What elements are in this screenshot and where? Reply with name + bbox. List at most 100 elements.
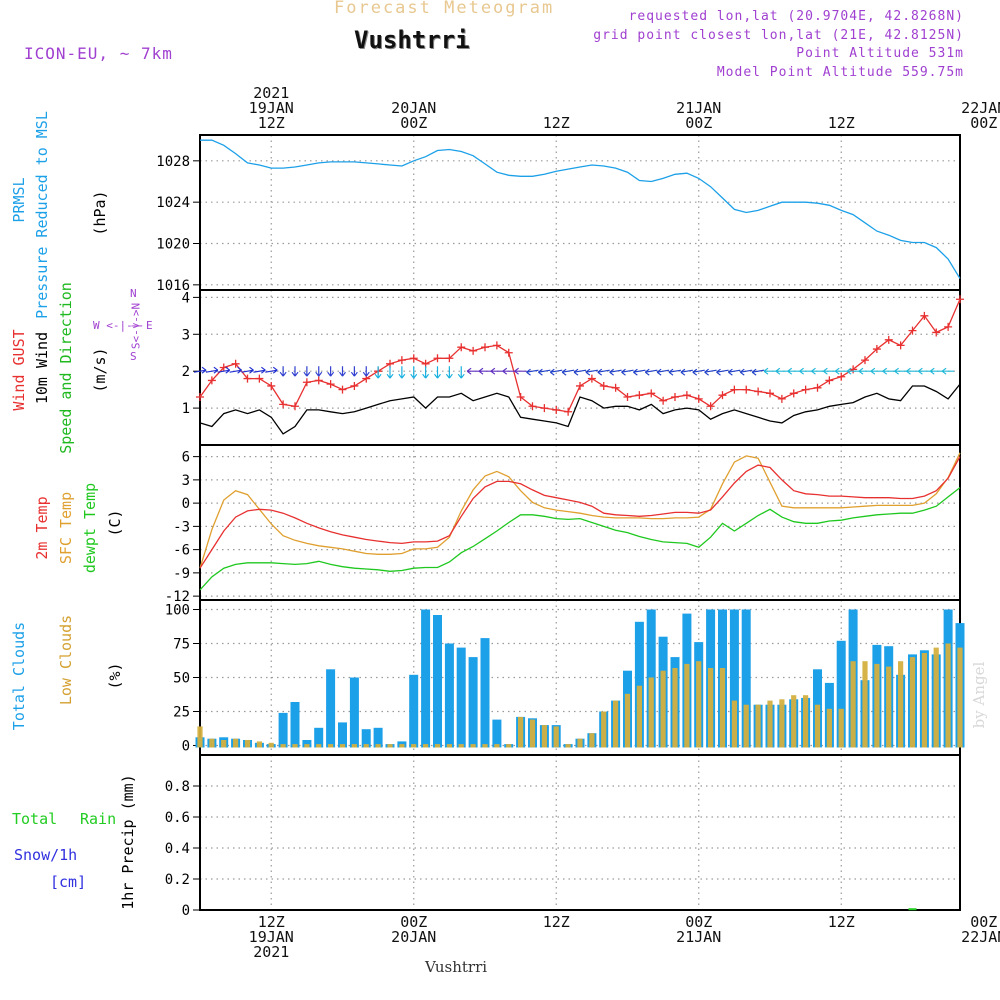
clouds-ytick-label-2: 50 [173, 671, 190, 687]
wind-gust-point [457, 343, 466, 352]
total-cloud-bar [373, 727, 383, 748]
total-cloud-bar [326, 669, 336, 748]
wind-gust-point [766, 389, 774, 398]
pressure-ytick-label-0: 1016 [156, 278, 190, 294]
low-cloud-bar [684, 663, 690, 748]
wind-direction-arrow [585, 368, 598, 376]
low-cloud-bar [803, 695, 809, 748]
bottom-axis-label-3-0: 00Z [685, 913, 712, 931]
clouds-ytick-label-0: 0 [182, 738, 190, 754]
temp-dew-line [199, 487, 961, 591]
wind-gust-point [647, 389, 656, 398]
watermark-text: by Angel [970, 661, 988, 729]
precip-ytick-label-2: 0.4 [165, 841, 190, 857]
total-cloud-bar [278, 712, 288, 748]
wind-gust-point [338, 385, 347, 394]
wind-frame [199, 289, 961, 446]
low-cloud-bar [886, 666, 892, 748]
pressure-msl-label: Pressure Reduced to MSL [33, 111, 51, 319]
total-cloud-bar [836, 640, 846, 748]
low-cloud-bar [423, 744, 429, 748]
wind-gust-point [314, 376, 323, 385]
low-cloud-bar [221, 740, 227, 748]
low-cloud-bar [921, 653, 927, 748]
low-cloud-bar [589, 733, 595, 748]
low-cloud-bar [553, 726, 559, 748]
wind-gust-point [255, 374, 264, 383]
clouds-ytick-label-4: 100 [165, 603, 190, 619]
low-cloud-bar [826, 708, 832, 748]
temp-frame [199, 444, 961, 601]
low-cloud-bar [280, 744, 286, 748]
wind-direction-arrow [350, 366, 358, 377]
wind-gust-point [350, 381, 359, 390]
top-axis-label-5-1: 00Z [970, 114, 997, 132]
wind-direction-arrow [410, 366, 418, 379]
top-axis-label-5-0: 22JAN [961, 99, 1000, 117]
total-cloud-bar [468, 657, 478, 748]
low-cloud-bar [470, 744, 476, 748]
wind-direction-arrow [894, 367, 907, 375]
compass-s: S [130, 350, 137, 363]
wind-direction-arrow [787, 367, 800, 375]
wind-direction-arrow [398, 366, 406, 379]
wind-gust-point [659, 396, 668, 405]
precip-frame [199, 754, 961, 911]
clouds-unit-label: (%) [106, 662, 124, 690]
wind-direction-arrow [549, 368, 563, 376]
bottom-axis-label-1-0: 00Z [400, 913, 427, 931]
wind-gust-point [207, 376, 216, 385]
total-cloud-bar [492, 719, 502, 748]
low-cloud-bar [838, 708, 844, 748]
low-cloud-bar [624, 693, 631, 748]
wind-gust-point [504, 348, 513, 357]
wind-gust-line [199, 298, 961, 413]
bottom-axis-label-1-1: 20JAN [391, 928, 436, 946]
total-cloud-bar [634, 621, 644, 748]
total-cloud-bar [456, 647, 466, 748]
wind-gust-point [694, 394, 703, 403]
wind-gust-point [671, 393, 679, 402]
wind-gust-point [920, 311, 929, 320]
top-axis-label-2-0: 12Z [543, 114, 570, 132]
wind-gust-point [540, 404, 549, 413]
low-cloud-bar [316, 744, 322, 748]
wind-direction-arrow [445, 366, 453, 379]
wind-gust-point [682, 391, 691, 400]
model-label: ICON-EU, ~ 7km [24, 44, 173, 63]
low-cloud-bar [399, 744, 405, 748]
total-cloud-bar [361, 729, 371, 748]
wind-gust-point [279, 400, 288, 409]
wind-gust-point [516, 393, 525, 402]
wind-dir-label: Speed and Direction [57, 282, 75, 454]
pressure-ytick-label-2: 1024 [156, 195, 190, 211]
pressure-ytick-label-3: 1028 [156, 154, 190, 170]
compass-sn: S<-|->N [129, 302, 143, 350]
total-cloud-bar [480, 638, 490, 748]
wind-direction-arrow [918, 367, 931, 375]
low-cloud-bar [696, 661, 702, 748]
wind-direction-arrow [739, 368, 753, 376]
precip-ytick-label-3: 0.6 [165, 810, 190, 826]
wind-ytick-label-0: 1 [182, 401, 190, 417]
temp-ytick-label-2: -6 [173, 543, 190, 559]
wind-gust-point [801, 385, 810, 394]
prmsl-label: PRMSL [10, 177, 28, 223]
temp-ytick-label-1: -9 [173, 566, 190, 582]
low-cloud-bar [268, 742, 274, 748]
wind-gust-point [623, 393, 632, 402]
wind-direction-arrow [315, 366, 323, 377]
bottom-axis-label-5-0: 00Z [970, 913, 997, 931]
temp-ytick-label-4: 0 [182, 496, 190, 512]
wind-gust-point [861, 356, 869, 365]
wind-direction-arrow [763, 367, 776, 375]
wind-gust-point [291, 402, 299, 411]
wind-gust-point [611, 383, 620, 392]
wind-gust-point [599, 381, 608, 390]
low-cloud-bar [648, 677, 654, 748]
low-cloud-bar [613, 700, 619, 748]
low-cloud-bar [529, 719, 536, 748]
compass-n: N [130, 287, 137, 300]
low-cloud-bar [565, 744, 571, 748]
wind-gust-label: Wind GUST [10, 329, 28, 411]
